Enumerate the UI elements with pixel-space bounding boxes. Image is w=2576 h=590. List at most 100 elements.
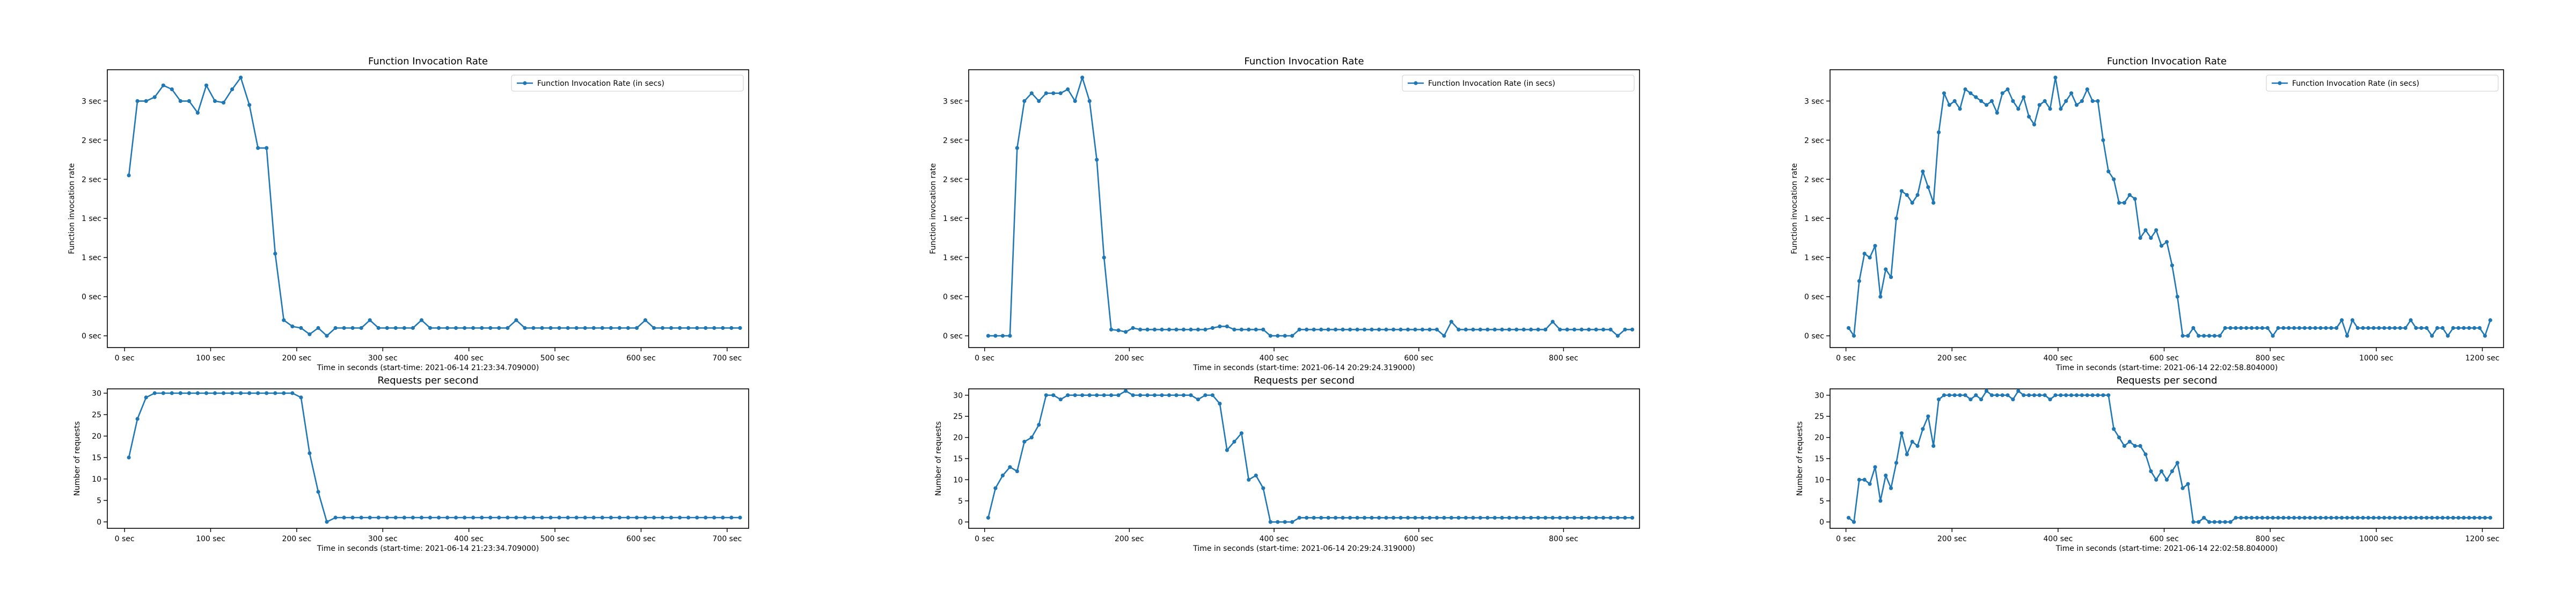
data-point	[712, 515, 716, 520]
data-point	[1290, 334, 1294, 338]
data-point	[1995, 393, 1999, 397]
data-point	[445, 515, 450, 520]
data-point	[2477, 326, 2482, 330]
data-point	[1334, 515, 1338, 520]
data-point	[2016, 389, 2021, 393]
data-point	[1910, 439, 1914, 444]
data-point	[1989, 393, 1994, 397]
data-point	[1044, 91, 1048, 95]
data-point	[1937, 397, 1941, 402]
data-point	[1558, 327, 1562, 332]
data-point	[600, 326, 604, 330]
data-point	[2451, 326, 2455, 330]
data-point	[1457, 515, 1461, 520]
x-tick-label: 0 sec	[975, 535, 994, 543]
y-tick-label: 0 sec	[1804, 332, 1824, 341]
data-point	[1873, 465, 1877, 469]
x-tick-label: 600 sec	[626, 354, 656, 363]
data-point	[1037, 423, 1041, 427]
data-point	[290, 391, 295, 395]
axes-frame	[1829, 69, 2504, 348]
x-tick-label: 1200 sec	[2465, 535, 2500, 543]
data-point	[1878, 294, 1883, 299]
series-line	[1848, 390, 2491, 523]
data-point	[1942, 91, 1946, 95]
data-point	[2069, 393, 2074, 397]
data-point	[2085, 393, 2089, 397]
data-point	[2271, 515, 2275, 520]
data-point	[557, 515, 561, 520]
data-point	[393, 326, 398, 330]
x-axis-label: Time in seconds (start-time: 2021-06-14 …	[2055, 544, 2278, 553]
data-point	[1189, 393, 1193, 397]
data-point	[2112, 427, 2116, 431]
y-tick-label: 0	[958, 518, 963, 527]
data-point	[2053, 76, 2058, 80]
y-tick-label: 10	[92, 475, 101, 484]
data-point	[1572, 327, 1577, 332]
series-line	[1848, 77, 2491, 337]
data-point	[2074, 103, 2079, 107]
data-point	[1442, 515, 1446, 520]
data-point	[1232, 439, 1236, 444]
data-point	[1615, 515, 1620, 520]
data-point	[1225, 448, 1229, 452]
data-point	[1873, 244, 1877, 248]
data-point	[2387, 326, 2392, 330]
data-point	[1138, 327, 1143, 332]
data-point	[2271, 334, 2275, 338]
data-point	[1889, 486, 1893, 490]
data-point	[1862, 252, 1867, 256]
data-point	[993, 334, 998, 338]
data-point	[2281, 515, 2286, 520]
data-point	[1087, 393, 1092, 397]
data-point	[1492, 515, 1497, 520]
y-tick-label: 20	[953, 434, 963, 442]
data-point	[1500, 327, 1504, 332]
data-point	[282, 318, 286, 322]
data-point	[419, 318, 424, 322]
data-point	[678, 515, 682, 520]
data-point	[1594, 327, 1598, 332]
data-point	[1942, 393, 1946, 397]
x-tick-label: 200 sec	[1937, 354, 1967, 363]
data-point	[2175, 461, 2179, 465]
data-point	[2191, 520, 2196, 524]
data-point	[986, 515, 990, 520]
data-point	[2160, 469, 2164, 474]
data-point	[1203, 327, 1208, 332]
data-point	[1131, 393, 1135, 397]
data-point	[1868, 482, 1872, 486]
data-point	[2096, 393, 2100, 397]
data-point	[2106, 169, 2111, 174]
data-point	[1305, 515, 1309, 520]
data-point	[1305, 327, 1309, 332]
data-point	[1862, 477, 1867, 482]
data-point	[1051, 91, 1056, 95]
data-point	[1968, 397, 1973, 402]
data-point	[2276, 515, 2280, 520]
data-point	[2462, 515, 2466, 520]
data-point	[540, 326, 544, 330]
data-point	[2006, 87, 2010, 92]
data-point	[265, 146, 269, 150]
data-point	[1601, 327, 1606, 332]
data-point	[2308, 515, 2312, 520]
data-point	[1894, 216, 1899, 220]
data-point	[1095, 158, 1099, 162]
data-point	[1420, 327, 1425, 332]
data-point	[2022, 95, 2026, 99]
data-point	[2180, 486, 2185, 490]
data-point	[2255, 326, 2259, 330]
data-point	[1868, 255, 1872, 260]
data-point	[2467, 515, 2471, 520]
data-point	[2260, 515, 2264, 520]
data-point	[445, 326, 450, 330]
data-point	[2250, 515, 2254, 520]
data-point	[127, 173, 131, 178]
data-point	[669, 515, 674, 520]
data-point	[1181, 327, 1186, 332]
data-point	[2477, 515, 2482, 520]
data-point	[1254, 327, 1258, 332]
data-point	[1963, 393, 1967, 397]
